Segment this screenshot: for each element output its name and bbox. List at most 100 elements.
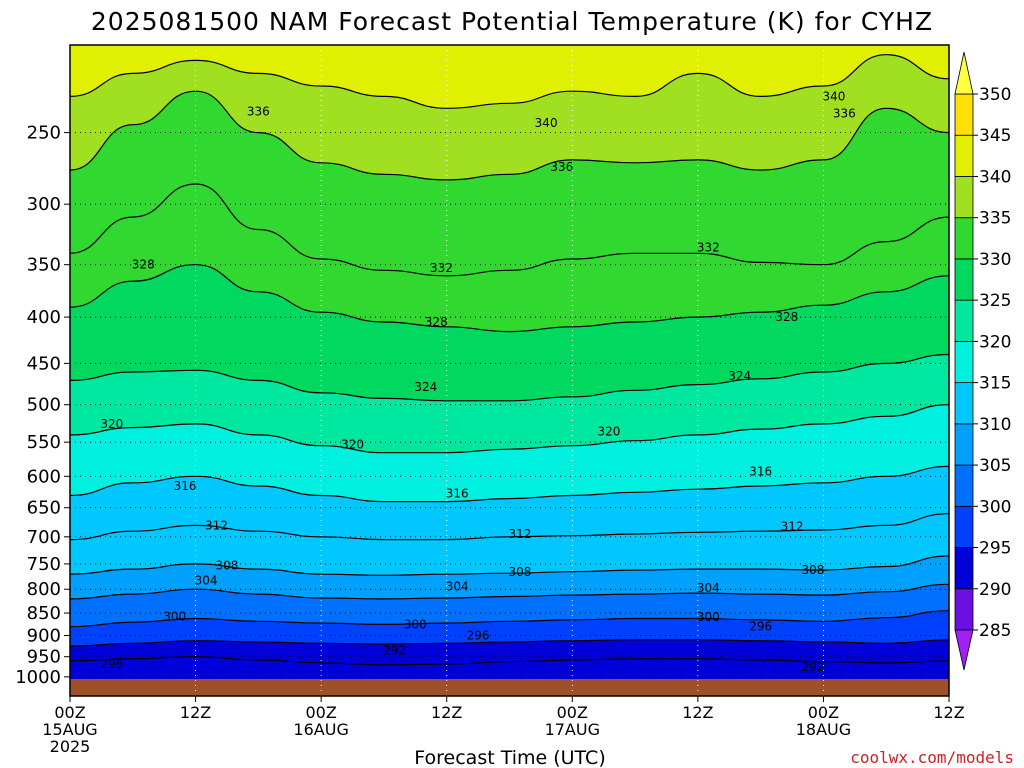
- x-tick-label: 17AUG: [545, 720, 600, 739]
- colorbar-label: 310: [979, 415, 1011, 435]
- contour-labels: 336 340 336 340 336 328 332 332 328 328 324 324 320 3…: [100, 89, 855, 673]
- colorbar: 285 290 295 300 305 310 315 320 325 330 335 340 345 3…: [954, 51, 1011, 671]
- colorbar-label: 330: [979, 250, 1011, 270]
- contour-label: 304: [195, 573, 218, 587]
- y-tick-label: 450: [27, 353, 61, 374]
- colorbar-swatch: [954, 93, 974, 136]
- chart-title: 2025081500 NAM Forecast Potential Temper…: [91, 7, 933, 36]
- contour-label: 332: [430, 261, 453, 275]
- colorbar-bottom-arrow: [954, 629, 974, 671]
- y-tick-label: 550: [27, 432, 61, 453]
- contour-label: 300: [163, 610, 186, 624]
- plot-area: [70, 45, 949, 679]
- contour-line: [70, 639, 949, 647]
- y-tick-label: 400: [27, 307, 61, 328]
- colorbar-label: 290: [979, 580, 1011, 600]
- y-tick-label: 900: [27, 625, 61, 646]
- contour-line: [70, 404, 949, 454]
- contour-label: 324: [414, 380, 437, 394]
- contour-label: 328: [425, 315, 448, 329]
- contour-line: [70, 513, 949, 541]
- ground-strip: [70, 679, 949, 696]
- x-tick-label: 18AUG: [796, 720, 851, 739]
- contour-label: 316: [174, 479, 197, 493]
- contour-label: 328: [132, 258, 155, 272]
- y-tick-label: 600: [27, 466, 61, 487]
- x-tick-label: 12Z: [431, 703, 462, 722]
- colorbar-swatch: [954, 464, 974, 507]
- contour-label: 320: [341, 437, 364, 451]
- plot-frame: [69, 44, 950, 697]
- y-tick-label: 500: [27, 395, 61, 416]
- contour-label: 300: [697, 610, 720, 624]
- contour-label: 308: [509, 565, 532, 579]
- contour-line: [70, 583, 949, 600]
- contour-label: 320: [597, 424, 620, 438]
- contour-label: 292: [802, 660, 825, 674]
- contour-line: [70, 555, 949, 576]
- contour-label: 340: [535, 116, 558, 130]
- x-tick-label: 15AUG: [42, 720, 97, 739]
- colorbar-label: 300: [979, 497, 1011, 517]
- contour-label: 300: [404, 617, 427, 631]
- y-tick-label: 700: [27, 527, 61, 548]
- contour-label: 316: [749, 465, 772, 479]
- contour-label: 296: [467, 628, 490, 642]
- colorbar-swatch: [954, 299, 974, 342]
- contour-label: 328: [775, 310, 798, 324]
- contour-line: [70, 465, 949, 503]
- colorbar-top-arrow: [954, 51, 974, 95]
- contour-line: [70, 610, 949, 628]
- colorbar-swatch: [954, 134, 974, 177]
- y-axis: 2503003504004505005506006507007508008509…: [15, 123, 70, 688]
- colorbar-label: 335: [979, 209, 1011, 229]
- y-tick-label: 650: [27, 498, 61, 519]
- x-tick-label: 00Z: [305, 703, 336, 722]
- credit-link[interactable]: coolwx.com/models: [850, 748, 1014, 767]
- x-tick-label: 00Z: [808, 703, 839, 722]
- y-tick-label: 850: [27, 603, 61, 624]
- contour-line: [70, 54, 949, 109]
- colorbar-label: 325: [979, 291, 1011, 311]
- colorbar-label: 315: [979, 374, 1011, 394]
- contour-label: 296: [100, 657, 123, 671]
- contour-label: 336: [833, 106, 856, 120]
- x-tick-label: 12Z: [682, 703, 713, 722]
- colorbar-label: 305: [979, 456, 1011, 476]
- colorbar-swatch: [954, 176, 974, 219]
- contour-line: [70, 90, 949, 181]
- contour-line: [70, 183, 949, 277]
- colorbar-swatch: [954, 423, 974, 466]
- contour-line: [70, 656, 949, 666]
- colorbar-swatch: [954, 588, 974, 631]
- x-axis-title: Forecast Time (UTC): [414, 747, 605, 768]
- contour-label: 312: [781, 520, 804, 534]
- contour-label: 324: [728, 369, 751, 383]
- contour-label: 292: [383, 643, 406, 657]
- contour-label: 336: [247, 105, 270, 119]
- contour-label: 336: [550, 160, 573, 174]
- colorbar-label: 345: [979, 126, 1011, 146]
- contour-label: 296: [749, 620, 772, 634]
- y-tick-label: 950: [27, 647, 61, 668]
- colorbar-label: 340: [979, 167, 1011, 187]
- colorbar-swatch: [954, 340, 974, 384]
- colorbar-swatch: [954, 382, 974, 425]
- contour-line: [70, 264, 949, 333]
- x-tick-label: 12Z: [180, 703, 211, 722]
- contour-label: 304: [446, 579, 469, 593]
- colorbar-swatch: [954, 258, 974, 301]
- contour-lines: [70, 54, 949, 666]
- contour-label: 332: [697, 241, 720, 255]
- colorbar-swatch: [954, 547, 974, 590]
- y-tick-label: 250: [27, 123, 61, 144]
- colorbar-swatch: [954, 505, 974, 548]
- contour-label: 308: [802, 563, 825, 577]
- colorbar-label: 350: [979, 85, 1011, 105]
- contour-label: 312: [205, 518, 228, 532]
- y-tick-label: 300: [27, 194, 61, 215]
- y-tick-label: 750: [27, 554, 61, 575]
- x-tick-label: 2025: [50, 737, 91, 756]
